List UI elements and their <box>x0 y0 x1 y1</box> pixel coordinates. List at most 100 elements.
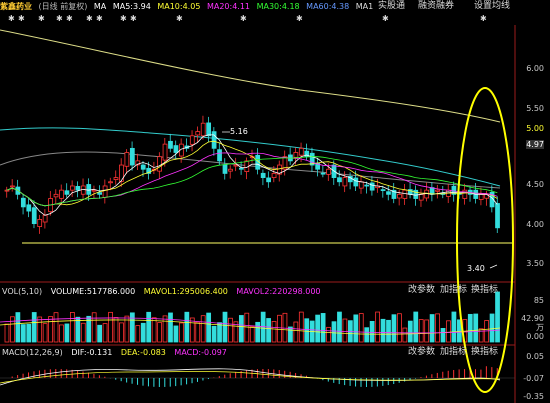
candle-body[interactable] <box>129 147 135 166</box>
candle-body[interactable] <box>108 181 113 184</box>
event-star-icon[interactable]: ✱ <box>120 14 127 23</box>
candle-body[interactable] <box>70 185 75 191</box>
margin-link[interactable]: 融资融券 <box>418 1 455 11</box>
candle-body[interactable] <box>179 143 184 157</box>
candle-body[interactable] <box>462 189 468 199</box>
event-star-icon[interactable]: ✱ <box>66 14 73 23</box>
candle-body[interactable] <box>271 173 277 179</box>
candle-body[interactable] <box>140 164 146 170</box>
candle-body[interactable] <box>260 172 266 179</box>
candle-body[interactable] <box>80 185 86 195</box>
candle-body[interactable] <box>162 143 168 161</box>
candle-body[interactable] <box>402 189 408 199</box>
candle-body[interactable] <box>386 191 391 195</box>
event-star-icon[interactable]: ✱ <box>8 14 15 23</box>
candle-body[interactable] <box>200 122 206 137</box>
event-star-icon[interactable]: ✱ <box>240 14 247 23</box>
candle-body[interactable] <box>238 167 244 170</box>
candle-body[interactable] <box>157 156 162 172</box>
macd-params-button[interactable]: 改参数 <box>408 347 436 357</box>
candle-body[interactable] <box>266 177 271 183</box>
candle-body[interactable] <box>211 131 217 149</box>
candle-body[interactable] <box>86 184 92 195</box>
macd-value: MACD:-0.097 <box>174 348 227 357</box>
candle-body[interactable] <box>124 152 130 167</box>
candle-body[interactable] <box>228 168 233 172</box>
settings-link[interactable]: 设置均线 <box>474 1 511 11</box>
macd-indicator-label[interactable]: MACD(12,26,9) <box>2 348 63 357</box>
candle-body[interactable] <box>53 193 59 198</box>
trade-link[interactable]: 实股通 <box>378 1 406 11</box>
candle-body[interactable] <box>102 185 108 198</box>
ma-indicator-label[interactable]: MA <box>93 2 107 11</box>
candle-body[interactable] <box>222 164 228 174</box>
candle-body[interactable] <box>293 152 299 158</box>
candle-body[interactable] <box>320 172 326 175</box>
candle-body[interactable] <box>380 189 386 192</box>
volume-bar <box>446 320 451 343</box>
candle-body[interactable] <box>64 190 70 195</box>
candle-body[interactable] <box>10 185 15 188</box>
candle-body[interactable] <box>495 203 500 229</box>
candle-body[interactable] <box>298 147 304 156</box>
candle-body[interactable] <box>195 131 201 136</box>
candle-body[interactable] <box>75 186 81 191</box>
event-star-icon[interactable]: ✱ <box>38 14 45 23</box>
candle-body[interactable] <box>20 197 26 208</box>
vol-add-indicator-button[interactable]: 加指标 <box>440 285 468 295</box>
candle-body[interactable] <box>429 187 435 195</box>
candle-body[interactable] <box>391 189 397 199</box>
event-star-icon[interactable]: ✱ <box>130 14 137 23</box>
vol-indicator-label[interactable]: VOL(5,10) <box>2 287 43 296</box>
candle-body[interactable] <box>369 182 375 191</box>
candle-body[interactable] <box>42 214 48 223</box>
candle-body[interactable] <box>97 192 103 195</box>
event-star-icon[interactable]: ✱ <box>18 14 25 23</box>
event-star-icon[interactable]: ✱ <box>480 14 487 23</box>
event-star-icon[interactable]: ✱ <box>96 14 103 23</box>
candle-body[interactable] <box>282 156 288 170</box>
macd-add-indicator-button[interactable]: 加指标 <box>440 347 468 357</box>
macd-switch-indicator-button[interactable]: 换指标 <box>471 347 499 357</box>
candle-body[interactable] <box>364 184 370 187</box>
candle-body[interactable] <box>342 177 348 187</box>
event-star-icon[interactable]: ✱ <box>86 14 93 23</box>
candle-body[interactable] <box>413 189 419 199</box>
event-star-icon[interactable]: ✱ <box>56 14 63 23</box>
candle-body[interactable] <box>337 177 342 183</box>
candle-body[interactable] <box>489 191 495 208</box>
candle-body[interactable] <box>397 193 402 199</box>
candle-body[interactable] <box>358 181 364 189</box>
candle-body[interactable] <box>217 149 222 162</box>
candle-body[interactable] <box>59 189 64 199</box>
candle-body[interactable] <box>435 189 440 192</box>
candle-body[interactable] <box>26 204 32 212</box>
candle-body[interactable] <box>309 152 315 166</box>
candle-body[interactable] <box>326 168 331 175</box>
candle-body[interactable] <box>353 177 359 187</box>
stock-name: 紫鑫药业 <box>0 2 32 11</box>
candle-body[interactable] <box>189 135 195 145</box>
candle-body[interactable] <box>233 164 239 167</box>
candle-body[interactable] <box>173 145 179 153</box>
vol-switch-indicator-button[interactable]: 换指标 <box>471 285 499 295</box>
candle-body[interactable] <box>119 164 124 182</box>
candle-body[interactable] <box>168 140 173 149</box>
candle-body[interactable] <box>478 193 484 200</box>
candle-body[interactable] <box>113 177 119 180</box>
candle-body[interactable] <box>37 219 43 227</box>
event-star-icon[interactable]: ✱ <box>296 14 303 23</box>
candle-body[interactable] <box>146 167 152 174</box>
candle-body[interactable] <box>206 122 212 137</box>
candle-body[interactable] <box>91 189 97 192</box>
vol-params-button[interactable]: 改参数 <box>408 285 436 295</box>
price-axis-label: 5.00 <box>526 124 544 133</box>
candle-body[interactable] <box>418 193 424 201</box>
event-star-icon[interactable]: ✱ <box>382 14 389 23</box>
event-star-icon[interactable]: ✱ <box>176 14 183 23</box>
period-label[interactable]: (日线 前复权) <box>38 2 88 11</box>
candle-body[interactable] <box>277 164 282 175</box>
candle-body[interactable] <box>135 160 141 166</box>
candle-body[interactable] <box>31 207 37 225</box>
